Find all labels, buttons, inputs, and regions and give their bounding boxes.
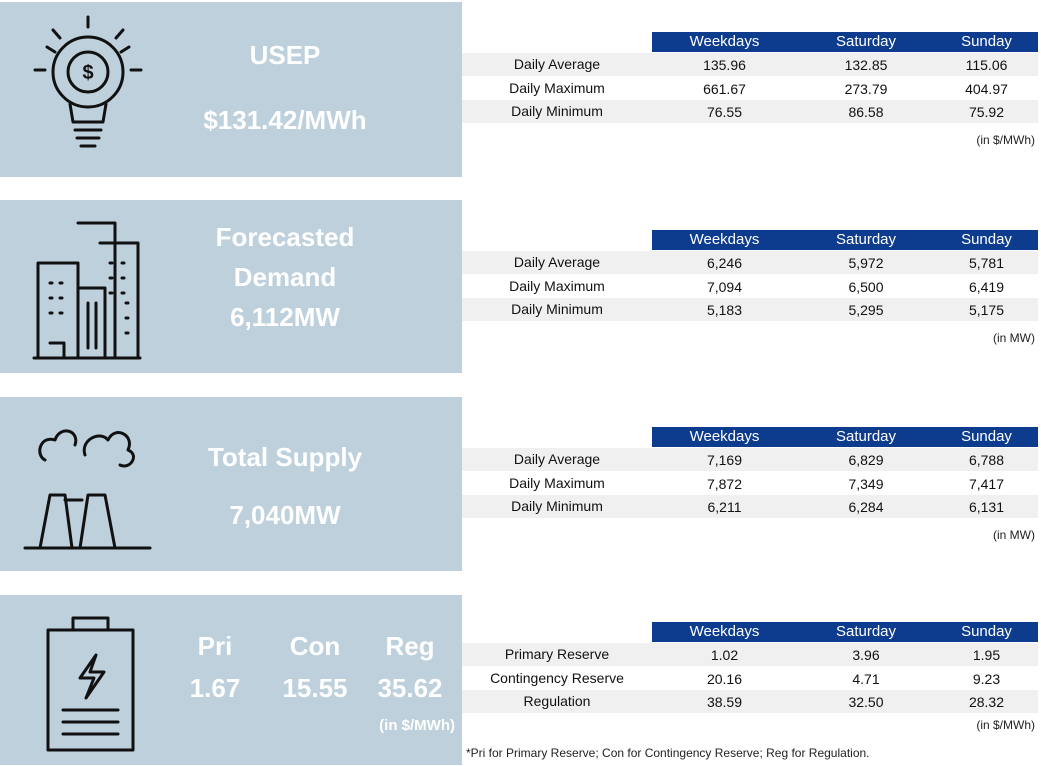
reserve-label: Con — [289, 631, 341, 661]
column-header: Sunday — [935, 427, 1038, 447]
table-cell: 20.16 — [706, 670, 743, 687]
table-cell: 28.32 — [968, 694, 1005, 710]
table-cell: 6,419 — [968, 278, 1005, 295]
row-band — [462, 100, 1038, 123]
row-label: Daily Minimum — [511, 103, 603, 119]
row-band — [462, 251, 1038, 274]
table-cell: 7,417 — [968, 475, 1005, 492]
row-label: Primary Reserve — [504, 646, 610, 662]
headline: Total Supply — [207, 442, 363, 472]
footnote: *Pri for Primary Reserve; Con for Contin… — [466, 746, 870, 760]
plant-icon — [23, 429, 152, 550]
column-header: Weekdays — [652, 427, 797, 447]
table-cell: 7,169 — [706, 452, 743, 468]
column-header: Sunday — [935, 32, 1038, 52]
table-cell: 5,295 — [848, 302, 884, 318]
column-header: Sunday — [935, 622, 1038, 642]
column-header: Sunday — [935, 230, 1038, 250]
table-cell: 4.71 — [852, 670, 880, 687]
table-cell: 1.95 — [972, 647, 1001, 663]
column-header: Saturday — [797, 427, 935, 447]
reserve-label: Reg — [385, 631, 435, 661]
reserve-unit: (in $/MWh) — [379, 717, 455, 734]
unit-note: (in $/MWh) — [976, 718, 1035, 732]
table-cell: 7,349 — [848, 475, 884, 492]
row-label: Daily Minimum — [511, 498, 603, 514]
reserve-label: Pri — [197, 631, 233, 661]
table-cell: 5,175 — [968, 302, 1005, 318]
headline: 7,040MW — [229, 500, 341, 530]
column-header: Weekdays — [652, 230, 797, 250]
table-cell: 5,183 — [706, 302, 743, 318]
headline: USEP — [249, 40, 321, 70]
table-cell: 273.79 — [844, 80, 888, 97]
column-header: Weekdays — [652, 622, 797, 642]
table-cell: 7,094 — [706, 278, 743, 295]
table-cell: 5,781 — [968, 255, 1005, 271]
table-cell: 6,211 — [707, 499, 742, 515]
info-panel — [0, 397, 462, 571]
table-cell: 6,131 — [968, 499, 1005, 515]
headline: $131.42/MWh — [203, 105, 367, 135]
table-cell: 132.85 — [844, 57, 888, 73]
table-cell: 32.50 — [848, 694, 884, 710]
row-label: Regulation — [523, 693, 591, 709]
table-cell: 3.96 — [852, 647, 880, 663]
bulb-icon: $ — [33, 15, 143, 148]
row-label: Daily Average — [513, 451, 601, 467]
battery-icon — [46, 616, 135, 752]
reserve-value: 15.55 — [282, 673, 348, 703]
row-label: Daily Minimum — [511, 301, 603, 317]
table-cell: 38.59 — [706, 694, 743, 710]
reserve-value: 1.67 — [189, 673, 241, 703]
reserve-value: 35.62 — [377, 673, 443, 703]
table-cell: 661.67 — [703, 80, 746, 97]
row-label: Daily Average — [513, 254, 601, 270]
table-cell: 6,246 — [706, 255, 743, 271]
unit-note: (in $/MWh) — [976, 133, 1035, 147]
table-cell: 76.55 — [706, 104, 743, 120]
headline: Demand — [233, 262, 337, 292]
row-band — [462, 495, 1038, 518]
row-band — [462, 53, 1038, 76]
buildings-icon — [32, 221, 142, 360]
table-cell: 6,284 — [848, 499, 884, 515]
row-band — [462, 298, 1038, 321]
table-cell: 5,972 — [848, 255, 884, 271]
column-header: Saturday — [797, 32, 935, 52]
headline: Forecasted — [215, 222, 355, 252]
column-header: Saturday — [797, 622, 935, 642]
unit-note: (in MW) — [993, 331, 1035, 345]
row-label: Daily Average — [513, 56, 601, 72]
table-cell: 6,829 — [848, 452, 884, 468]
table-cell: 75.92 — [968, 104, 1005, 120]
table-cell: 6,788 — [968, 452, 1005, 468]
svg-text:$: $ — [82, 62, 93, 84]
row-band — [462, 448, 1038, 471]
info-panel — [0, 595, 462, 765]
table-cell: 6,500 — [848, 278, 884, 295]
table-cell: 115.06 — [965, 57, 1008, 73]
row-label: Daily Maximum — [509, 79, 605, 96]
row-label: Daily Maximum — [509, 474, 605, 491]
table-cell: 404.97 — [965, 80, 1008, 97]
column-header: Saturday — [797, 230, 935, 250]
column-header: Weekdays — [652, 32, 797, 52]
unit-note: (in MW) — [993, 528, 1035, 542]
table-cell: 7,872 — [706, 475, 743, 492]
table-cell: 135.96 — [703, 57, 746, 73]
row-band — [462, 643, 1038, 666]
row-band — [462, 690, 1038, 713]
row-label: Daily Maximum — [509, 277, 605, 294]
table-cell: 86.58 — [848, 104, 884, 120]
row-label: Contingency Reserve — [490, 669, 624, 686]
table-cell: 9.23 — [972, 670, 1001, 687]
table-cell: 1.02 — [710, 647, 739, 663]
headline: 6,112MW — [230, 302, 340, 332]
